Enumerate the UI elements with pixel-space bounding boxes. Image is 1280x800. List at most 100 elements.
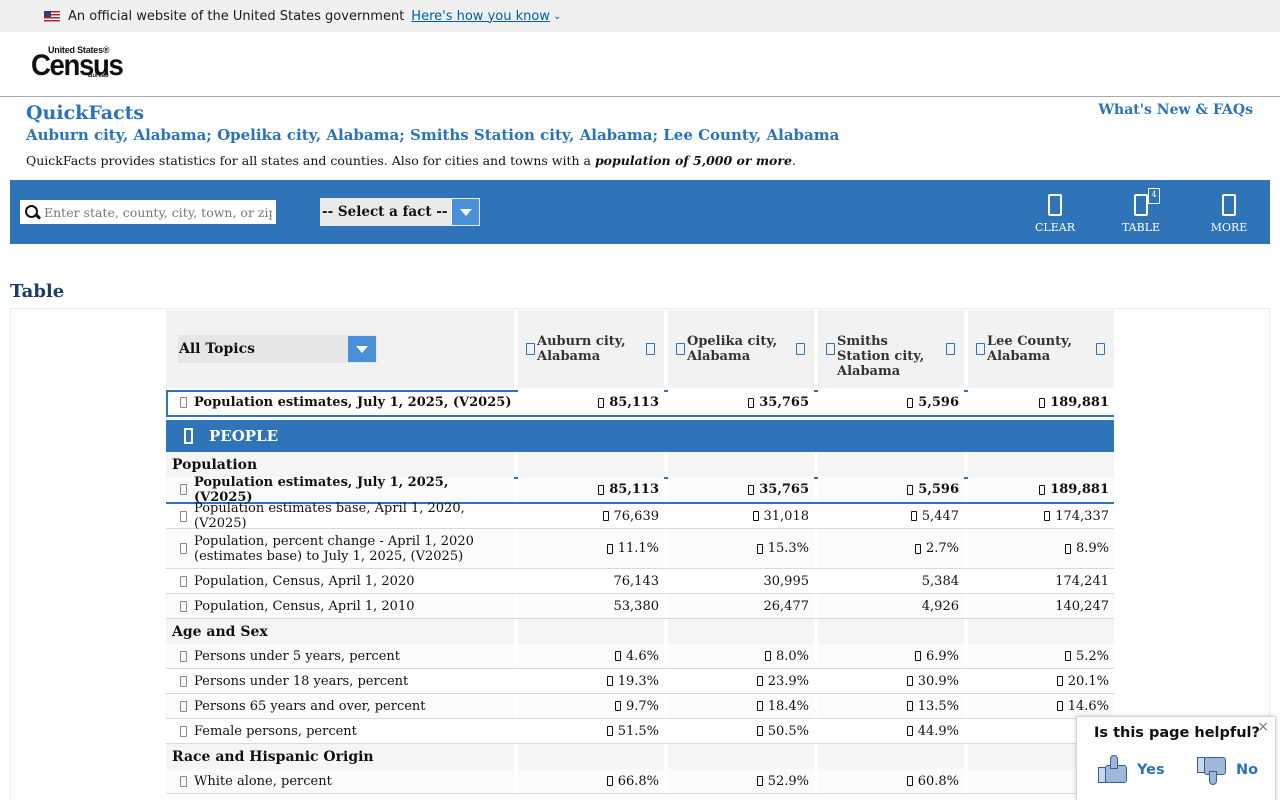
value-flag-icon[interactable] [1056,676,1063,686]
value-flag-icon[interactable] [598,397,605,408]
row-value: 189,881 [968,477,1114,502]
table-row[interactable]: Persons 65 years and over, percent 9.7% 18… [166,694,1114,719]
whats-new-link[interactable]: What's New & FAQs [1098,102,1253,118]
census-logo[interactable]: United States® Census Bureau [31,45,124,85]
fact-select[interactable]: -- Select a fact -- [320,198,480,226]
value-flag-icon[interactable] [606,726,613,736]
value-flag-icon[interactable] [1044,511,1051,521]
info-icon[interactable] [180,675,187,687]
search-input[interactable] [42,204,272,220]
value-flag-icon[interactable] [910,511,917,521]
no-button[interactable]: No [1196,755,1258,785]
remove-column-icon[interactable] [646,343,655,355]
value-flag-icon[interactable] [748,484,755,495]
chevron-down-icon[interactable] [348,336,376,362]
info-icon[interactable] [180,775,187,787]
info-icon[interactable] [180,397,187,408]
row-value: 52.9% [668,769,814,793]
table-row[interactable]: Persons under 5 years, percent 4.6% 8.0% 6.… [166,644,1114,669]
value-flag-icon[interactable] [756,701,763,711]
info-icon[interactable] [180,575,187,587]
search-icon[interactable] [20,200,42,224]
row-value-text: 15.3% [767,541,809,556]
row-label-text: Population estimates, July 1, 2025, (V20… [194,474,449,505]
row-value-text: 189,881 [1050,395,1109,410]
value-flag-icon[interactable] [614,701,621,711]
info-icon[interactable] [180,543,187,554]
row-label: Population, percent change - April 1, 20… [166,529,514,568]
remove-column-icon[interactable] [946,343,955,355]
value-flag-icon[interactable] [752,511,759,521]
value-flag-icon[interactable] [914,543,921,554]
value-flag-icon[interactable] [906,701,913,711]
table-row[interactable]: Persons under 18 years, percent 19.3% 23.9… [166,669,1114,694]
sort-icon[interactable] [976,343,985,355]
value-flag-icon[interactable] [606,676,613,686]
value-flag-icon[interactable] [756,776,763,786]
table-row[interactable]: Population estimates, July 1, 2025, (V20… [166,474,1114,505]
table-row[interactable]: Population, Census, April 1, 2010 53,380 2… [166,594,1114,619]
section-people[interactable]: PEOPLE [166,420,1114,452]
value-flag-icon[interactable] [1039,397,1046,408]
value-flag-icon[interactable] [906,676,913,686]
row-value-text: 76,639 [613,508,660,524]
table-row[interactable]: Population, percent change - April 1, 20… [166,529,1114,569]
sort-icon[interactable] [826,343,835,355]
value-flag-icon[interactable] [756,726,763,736]
column-header[interactable]: Smiths Station city, Alabama [818,310,964,388]
page-title[interactable]: QuickFacts [26,102,145,124]
value-flag-icon[interactable] [1064,651,1071,661]
search-box[interactable] [20,200,276,224]
topics-select[interactable]: All Topics [178,335,377,363]
value-flag-icon[interactable] [756,543,763,554]
value-flag-icon[interactable] [1056,701,1063,711]
row-value-text: 5,596 [918,395,959,410]
row-label-text: White alone, percent [194,773,332,789]
sort-icon[interactable] [526,343,535,355]
value-flag-icon[interactable] [906,776,913,786]
value-flag-icon[interactable] [606,776,613,786]
close-icon[interactable]: × [1257,719,1269,735]
value-flag-icon[interactable] [907,397,914,408]
table-row[interactable]: Population, Census, April 1, 2020 76,143 3… [166,569,1114,594]
value-flag-icon[interactable] [1064,543,1071,554]
table-button[interactable]: 4 TABLE [1111,188,1171,234]
table-row[interactable]: Population estimates base, April 1, 2020… [166,501,1114,531]
value-flag-icon[interactable] [606,543,613,554]
column-header[interactable]: Lee County, Alabama [968,310,1114,388]
section-toggle-icon[interactable] [184,428,193,444]
clear-button[interactable]: CLEAR [1025,194,1085,234]
value-flag-icon[interactable] [748,397,755,408]
column-header[interactable]: Opelika city, Alabama [668,310,814,388]
info-icon[interactable] [180,484,187,495]
row-value-text: 35,765 [759,482,809,497]
value-flag-icon[interactable] [1039,484,1046,495]
value-flag-icon[interactable] [614,651,621,661]
info-icon[interactable] [180,650,187,662]
value-flag-icon[interactable] [598,484,605,495]
row-value: 174,241 [968,569,1114,593]
chevron-down-icon[interactable]: ⌄ [552,10,562,22]
chevron-down-icon[interactable] [451,199,479,225]
remove-column-icon[interactable] [796,343,805,355]
yes-button[interactable]: Yes [1097,755,1165,785]
info-icon[interactable] [180,510,187,522]
subheading-cell [818,452,964,477]
info-icon[interactable] [180,700,187,712]
value-flag-icon[interactable] [764,651,771,661]
value-flag-icon[interactable] [602,511,609,521]
more-button[interactable]: MORE [1199,194,1259,234]
table-row[interactable]: Population estimates, July 1, 2025, (V20… [166,390,1114,417]
value-flag-icon[interactable] [907,484,914,495]
value-flag-icon[interactable] [756,676,763,686]
info-icon[interactable] [180,725,187,737]
value-flag-icon[interactable] [914,651,921,661]
info-icon[interactable] [180,600,187,612]
value-flag-icon[interactable] [906,726,913,736]
heres-how-you-know-link[interactable]: Here's how you know [411,8,550,24]
column-header[interactable]: Auburn city, Alabama [518,310,664,388]
remove-column-icon[interactable] [1096,343,1105,355]
sort-icon[interactable] [676,343,685,355]
